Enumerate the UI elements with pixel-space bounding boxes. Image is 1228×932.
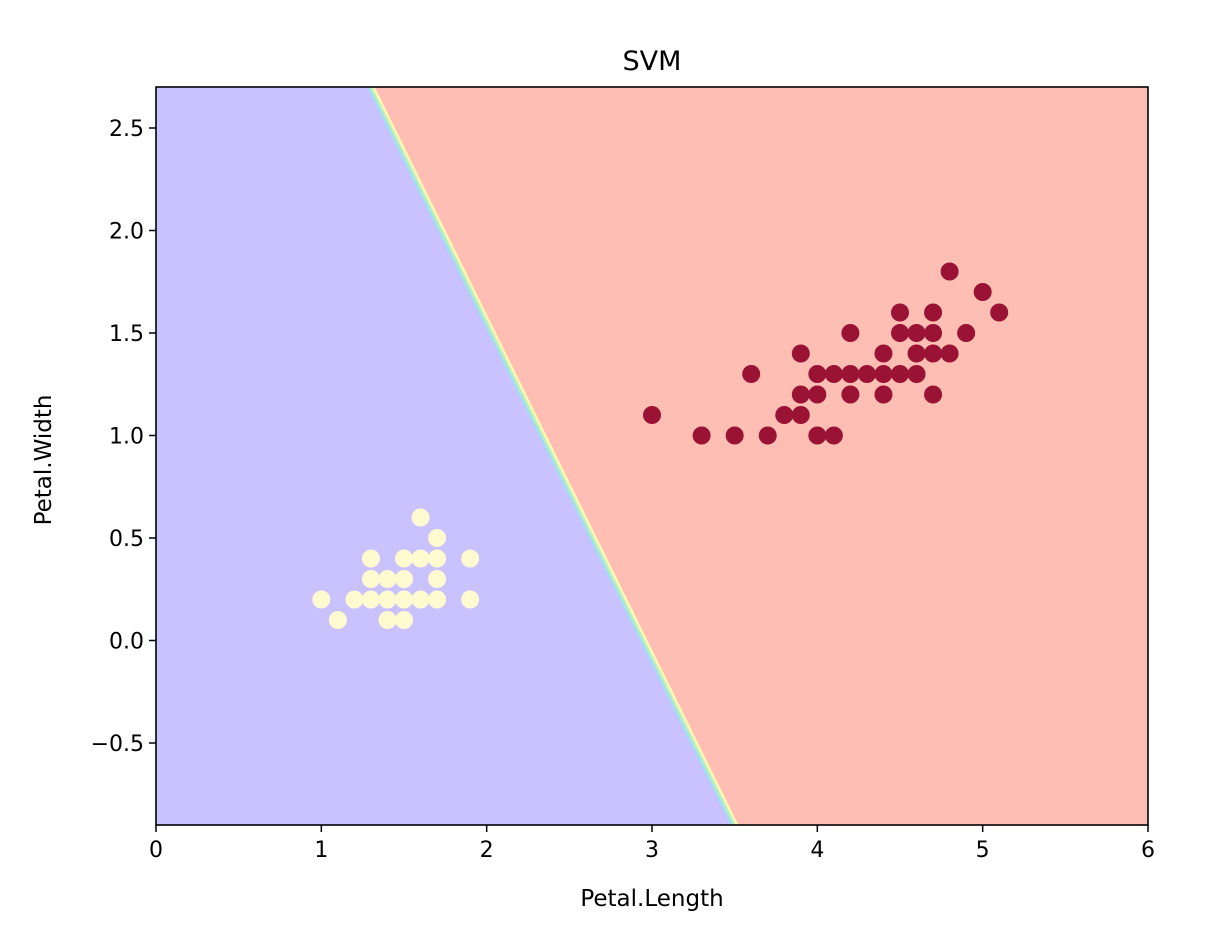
data-point-class-1 (990, 303, 1009, 322)
data-point-class-1 (907, 324, 926, 342)
data-point-class-0 (461, 590, 480, 609)
data-point-class-0 (328, 611, 347, 629)
data-point-class-1 (907, 365, 926, 383)
data-point-class-0 (345, 590, 364, 609)
data-point-class-1 (808, 365, 827, 383)
x-axis: 0 1 2 3 4 5 6 (149, 825, 1155, 863)
y-tick-label: −0.5 (91, 732, 144, 757)
data-point-class-1 (692, 426, 711, 445)
data-point-class-0 (428, 529, 447, 547)
data-point-class-1 (824, 365, 843, 383)
data-point-class-1 (824, 426, 843, 445)
data-point-class-0 (461, 549, 480, 568)
data-point-class-1 (758, 426, 777, 445)
x-tick-label: 1 (314, 838, 328, 863)
y-tick-label: 0.0 (109, 630, 144, 655)
y-axis: −0.5 0.0 0.5 1.0 1.5 2.0 2.5 (91, 117, 156, 757)
data-point-class-0 (361, 549, 380, 568)
data-point-class-1 (791, 406, 810, 424)
data-point-class-1 (857, 365, 876, 383)
data-point-class-0 (312, 590, 331, 609)
data-point-class-1 (874, 344, 893, 363)
decision-regions (156, 87, 1148, 825)
x-tick-label: 2 (480, 838, 494, 863)
data-point-class-0 (395, 570, 413, 588)
data-point-class-1 (907, 344, 926, 363)
data-point-class-1 (891, 365, 909, 383)
data-point-class-0 (428, 570, 447, 588)
data-point-class-1 (791, 385, 810, 404)
data-point-class-0 (395, 549, 413, 568)
data-point-class-1 (940, 262, 959, 281)
y-axis-label: Petal.Width (31, 395, 57, 526)
data-point-class-1 (841, 365, 860, 383)
data-point-class-1 (973, 283, 992, 301)
data-point-class-1 (841, 385, 860, 404)
data-point-class-1 (841, 324, 860, 342)
x-tick-label: 0 (149, 838, 163, 863)
data-point-class-1 (742, 365, 761, 383)
data-point-class-1 (874, 385, 893, 404)
data-point-class-1 (924, 385, 943, 404)
data-point-class-0 (411, 590, 430, 609)
chart-title: SVM (623, 46, 682, 77)
data-point-class-1 (808, 385, 827, 404)
data-point-class-0 (361, 590, 380, 609)
data-point-class-1 (791, 344, 810, 363)
decision-boundary-band (372, 87, 739, 825)
data-point-class-1 (957, 324, 976, 342)
y-tick-label: 2.0 (109, 220, 144, 245)
region-left (156, 87, 735, 825)
data-point-class-1 (808, 426, 827, 445)
decision-boundary-band (367, 87, 734, 825)
data-point-class-1 (643, 406, 661, 424)
data-point-class-1 (725, 426, 744, 445)
data-point-class-1 (874, 365, 893, 383)
y-tick-label: 1.5 (109, 322, 144, 347)
data-point-class-1 (924, 303, 943, 322)
data-point-class-1 (891, 303, 909, 322)
data-point-class-0 (428, 590, 447, 609)
data-point-class-0 (361, 570, 380, 588)
x-tick-label: 5 (976, 838, 990, 863)
data-point-class-0 (378, 570, 397, 588)
data-point-class-0 (411, 549, 430, 568)
x-tick-label: 3 (645, 838, 659, 863)
x-axis-label: Petal.Length (580, 886, 723, 912)
data-point-class-1 (924, 324, 943, 342)
y-tick-label: 2.5 (109, 117, 144, 142)
data-point-class-0 (411, 508, 430, 527)
data-point-class-0 (395, 611, 413, 629)
data-point-class-0 (378, 611, 397, 629)
data-point-class-0 (395, 590, 413, 609)
y-tick-label: 1.0 (109, 425, 144, 450)
x-tick-label: 4 (810, 838, 824, 863)
data-point-class-1 (775, 406, 794, 424)
data-point-class-1 (891, 324, 909, 342)
data-points (312, 262, 1009, 629)
data-point-class-0 (428, 549, 447, 568)
y-tick-label: 0.5 (109, 527, 144, 552)
data-point-class-1 (940, 344, 959, 363)
decision-boundary-band (369, 87, 736, 825)
data-point-class-0 (378, 590, 397, 609)
data-point-class-1 (924, 344, 943, 363)
x-tick-label: 6 (1141, 838, 1155, 863)
